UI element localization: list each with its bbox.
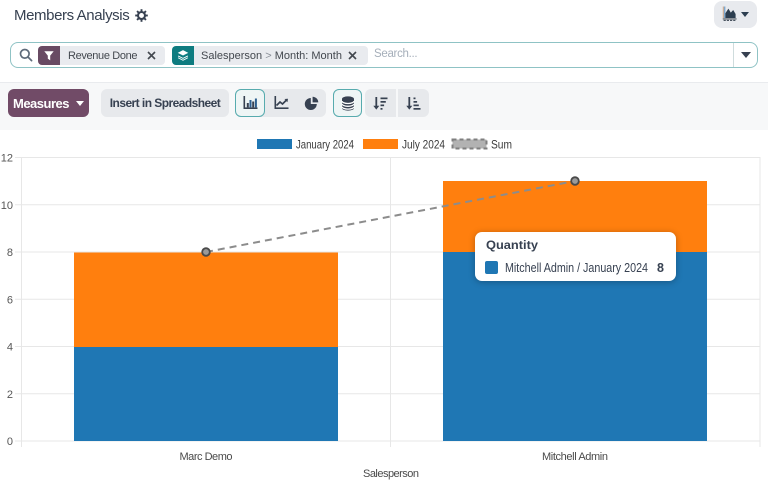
svg-text:8: 8 [657, 261, 664, 275]
svg-text:Quantity: Quantity [486, 238, 538, 252]
svg-text:Mitchell Admin / January 2024: Mitchell Admin / January 2024 [505, 261, 648, 275]
svg-text:2: 2 [7, 389, 13, 401]
svg-text:Marc Demo: Marc Demo [180, 451, 233, 463]
svg-text:8: 8 [7, 247, 13, 259]
svg-text:4: 4 [7, 342, 13, 354]
svg-text:January 2024: January 2024 [296, 138, 354, 152]
svg-text:Salesperson: Salesperson [363, 468, 419, 480]
svg-text:6: 6 [7, 294, 13, 306]
svg-text:July 2024: July 2024 [402, 138, 445, 152]
svg-text:12: 12 [1, 153, 13, 165]
svg-text:Sum: Sum [491, 138, 512, 152]
svg-text:0: 0 [7, 436, 13, 448]
svg-text:10: 10 [1, 200, 13, 212]
svg-text:Mitchell Admin: Mitchell Admin [542, 451, 608, 463]
